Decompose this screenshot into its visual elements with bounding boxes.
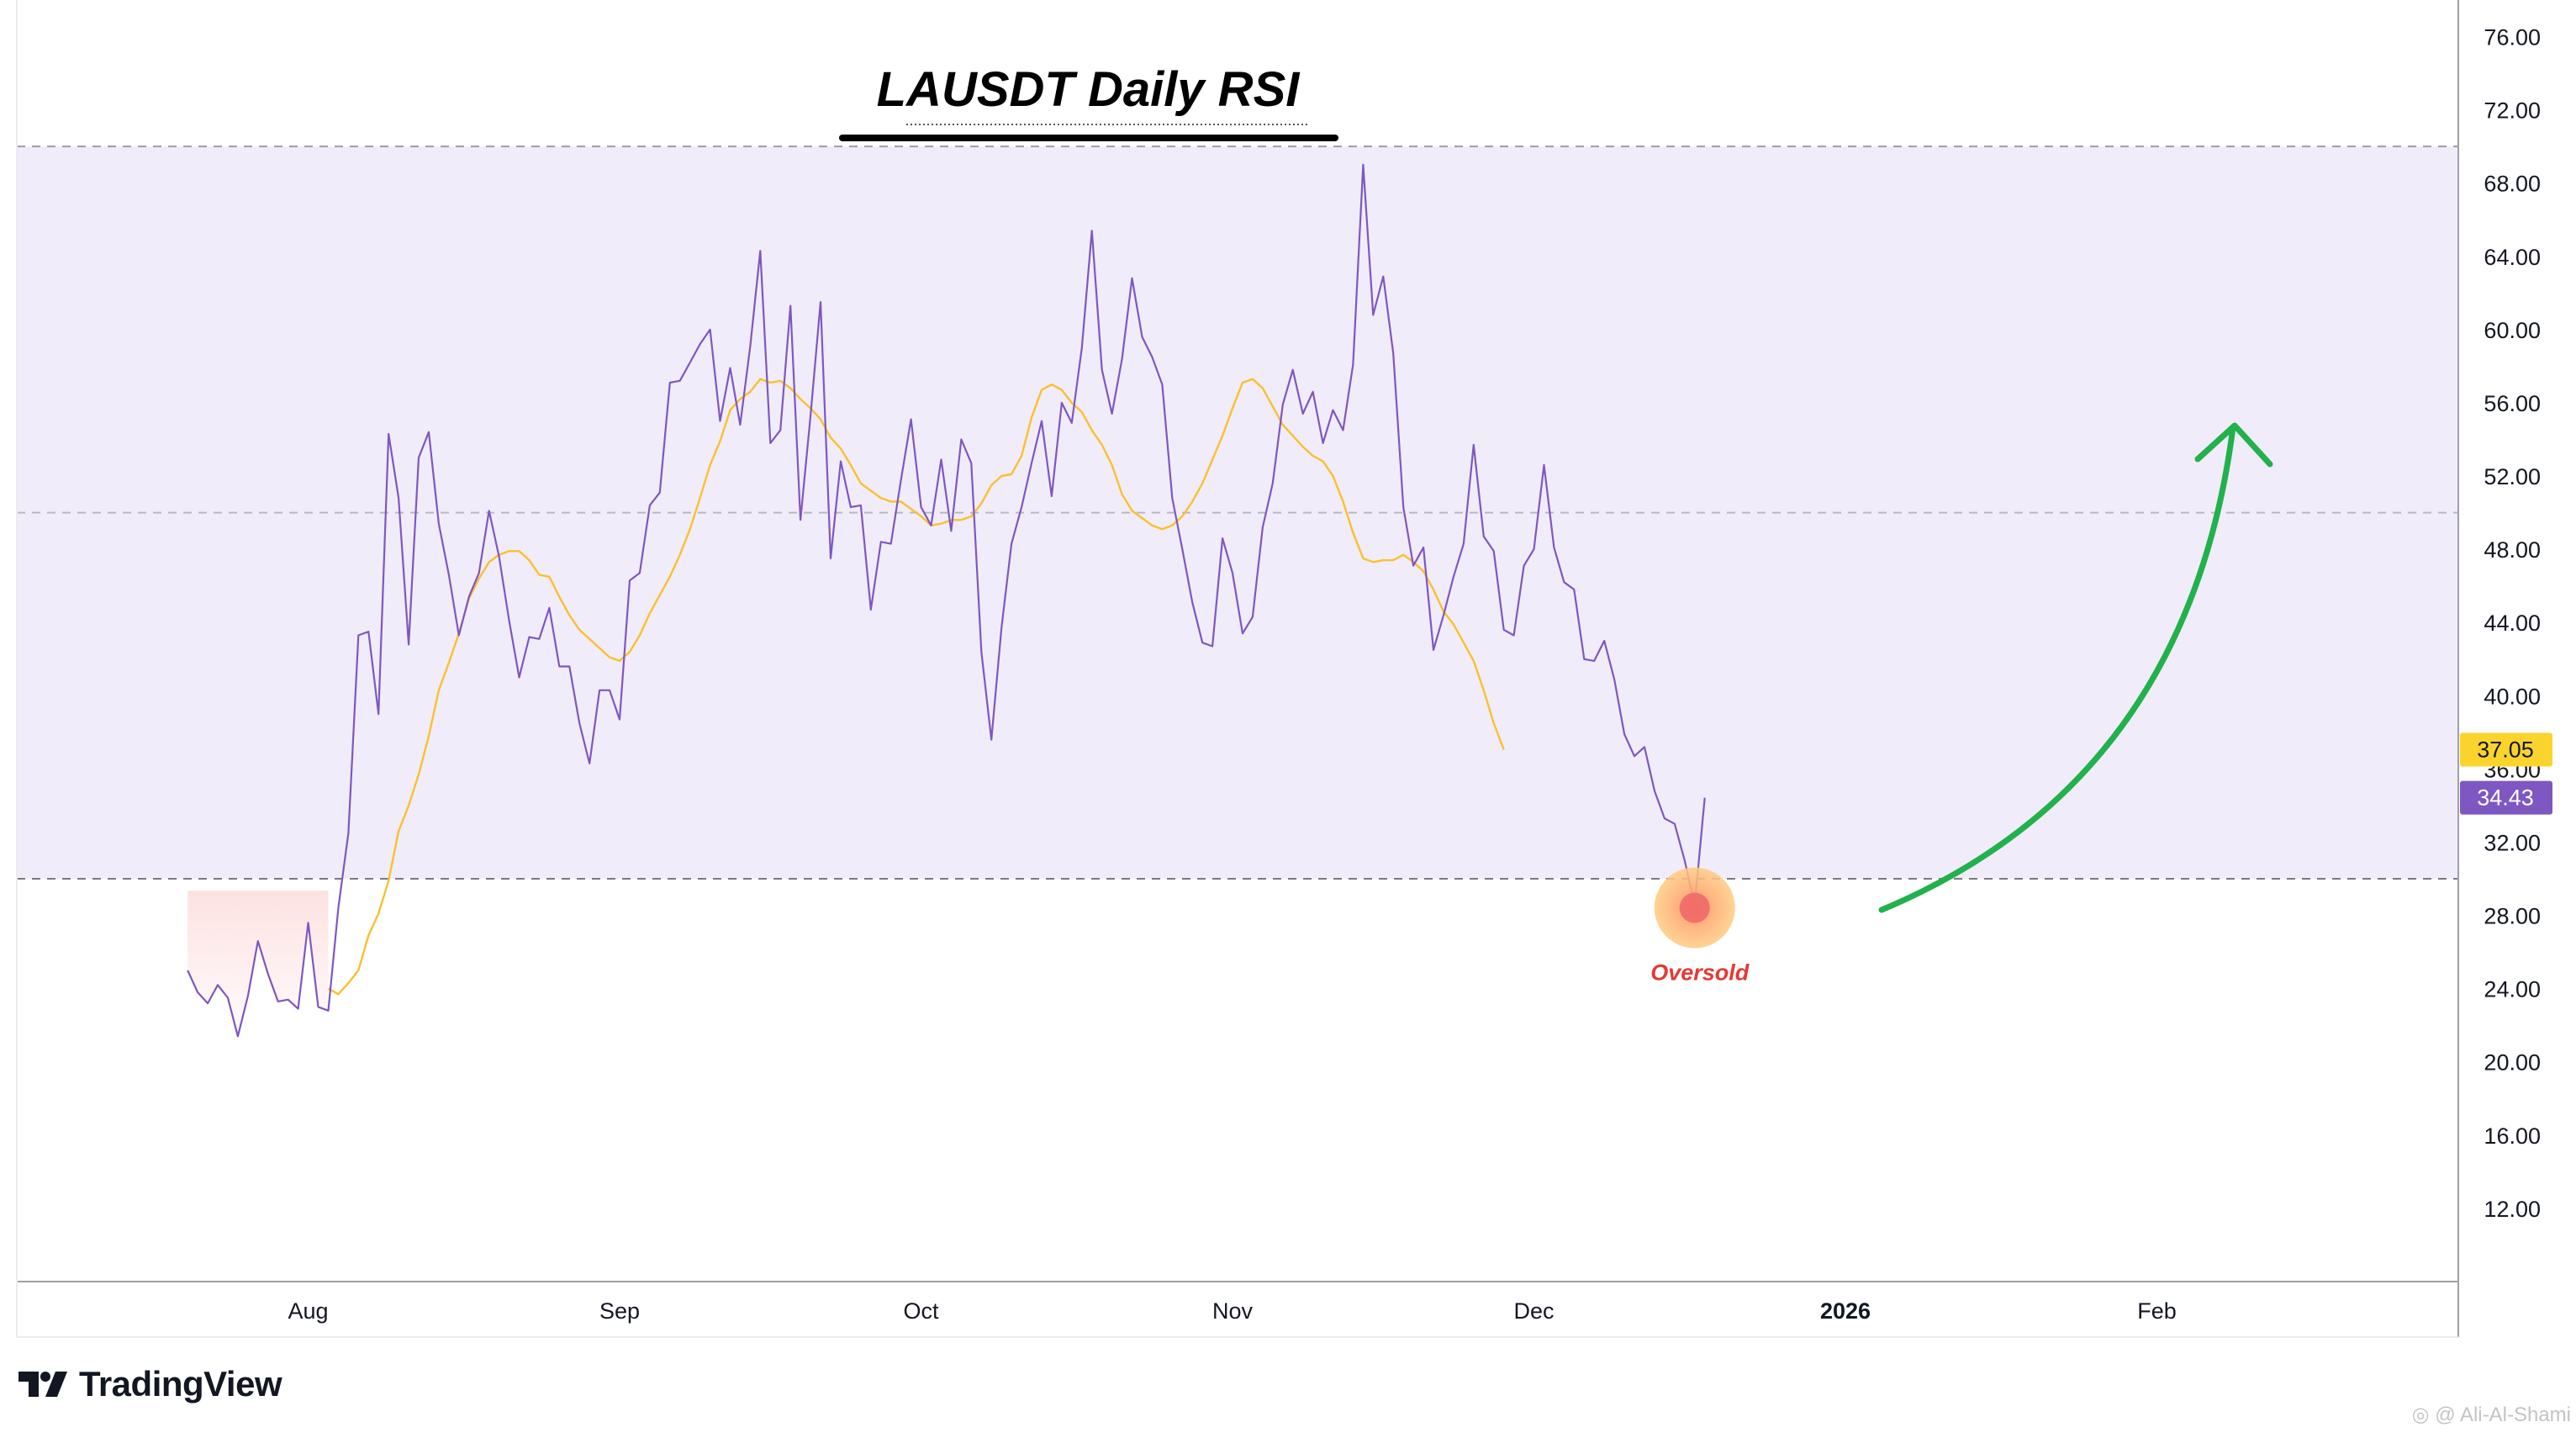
y-tick-label: 76.00 <box>2484 25 2541 50</box>
rsi-last-value: 34.43 <box>2477 785 2534 811</box>
y-axis-ticks: 12.0016.0020.0024.0028.0032.0036.0040.00… <box>2484 25 2541 1222</box>
y-tick-label: 56.00 <box>2484 391 2541 416</box>
y-tick-label: 44.00 <box>2484 611 2541 636</box>
ma-last-value-badge: 37.05 <box>2460 732 2552 767</box>
x-tick-label: 2026 <box>1820 1298 1871 1324</box>
rsi-series-line <box>187 163 1706 1038</box>
y-tick-label: 16.00 <box>2484 1123 2541 1149</box>
y-tick-label: 24.00 <box>2484 977 2541 1002</box>
oversold-fill-area <box>187 891 329 1037</box>
x-axis-ticks: Aug Sep Oct Nov Dec 2026 Feb <box>288 1298 2177 1324</box>
y-tick-label: 32.00 <box>2484 830 2541 855</box>
x-tick-label: Aug <box>288 1298 329 1324</box>
y-tick-label: 68.00 <box>2484 172 2541 197</box>
chart-title: LAUSDT Daily RSI <box>877 62 1301 117</box>
y-tick-label: 20.00 <box>2484 1050 2541 1076</box>
oversold-label: Oversold <box>1650 960 1750 986</box>
ma-last-value: 37.05 <box>2477 738 2534 763</box>
y-tick-label: 52.00 <box>2484 464 2541 489</box>
watermark-icon: ◎ @ <box>2411 1404 2460 1426</box>
y-tick-label: 12.00 <box>2484 1197 2541 1222</box>
y-tick-label: 64.00 <box>2484 245 2541 270</box>
brand-name: TradingView <box>79 1364 282 1404</box>
y-tick-label: 28.00 <box>2484 904 2541 929</box>
x-tick-label: Dec <box>1514 1298 1555 1324</box>
author-watermark: ◎ @ Ali-Al-Shami <box>2412 1403 2571 1427</box>
watermark-text: Ali-Al-Shami <box>2459 1404 2571 1426</box>
ma-series-line <box>327 378 1505 996</box>
y-tick-label: 60.00 <box>2484 318 2541 343</box>
y-tick-label: 48.00 <box>2484 537 2541 563</box>
tradingview-logo-icon <box>18 1372 67 1397</box>
x-tick-label: Nov <box>1212 1298 1254 1324</box>
x-tick-label: Feb <box>2137 1298 2177 1324</box>
x-tick-label: Oct <box>904 1298 940 1324</box>
y-tick-label: 40.00 <box>2484 684 2541 709</box>
y-tick-label: 72.00 <box>2484 98 2541 124</box>
x-tick-label: Sep <box>599 1298 640 1324</box>
tradingview-brand: TradingView <box>18 1364 282 1404</box>
oversold-marker-core <box>1679 892 1710 923</box>
rsi-last-value-badge: 34.43 <box>2460 780 2552 815</box>
green-arrow-head-icon <box>2194 422 2273 468</box>
green-arrow-icon <box>1878 424 2236 913</box>
